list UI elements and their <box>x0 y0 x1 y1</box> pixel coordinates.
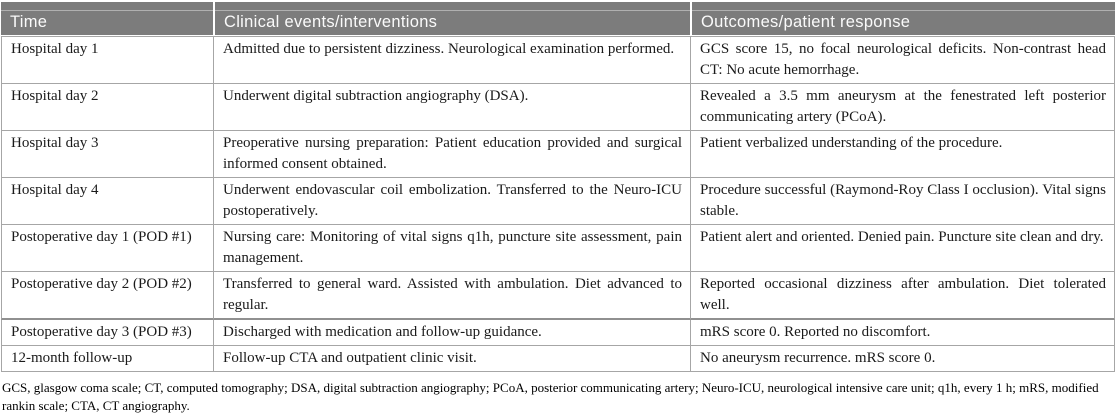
events-cell: Discharged with medication and follow-up… <box>213 320 690 346</box>
table-row: Hospital day 3 Preoperative nursing prep… <box>1 131 1115 178</box>
time-cell: Postoperative day 1 (POD #1) <box>1 225 213 272</box>
clinical-timeline-table: Time Clinical events/interventions Outco… <box>1 2 1115 372</box>
time-cell: Hospital day 4 <box>1 178 213 225</box>
table-row: Postoperative day 3 (POD #3) Discharged … <box>1 320 1115 346</box>
events-cell: Underwent digital subtraction angiograph… <box>213 84 690 131</box>
outcomes-cell: Reported occasional dizziness after ambu… <box>690 272 1115 320</box>
events-cell: Underwent endovascular coil embolization… <box>213 178 690 225</box>
outcomes-cell: Patient verbalized understanding of the … <box>690 131 1115 178</box>
table-header: Time Clinical events/interventions Outco… <box>1 2 1115 36</box>
column-header-time: Time <box>1 2 213 36</box>
column-header-events: Clinical events/interventions <box>213 2 690 36</box>
header-row: Time Clinical events/interventions Outco… <box>1 2 1115 36</box>
outcomes-cell: mRS score 0. Reported no discomfort. <box>690 320 1115 346</box>
events-cell: Follow-up CTA and outpatient clinic visi… <box>213 346 690 372</box>
time-cell: Hospital day 2 <box>1 84 213 131</box>
table-body: Hospital day 1 Admitted due to persisten… <box>1 36 1115 372</box>
events-cell: Nursing care: Monitoring of vital signs … <box>213 225 690 272</box>
time-cell: 12-month follow-up <box>1 346 213 372</box>
table-row: 12-month follow-up Follow-up CTA and out… <box>1 346 1115 372</box>
events-cell: Transferred to general ward. Assisted wi… <box>213 272 690 320</box>
outcomes-cell: GCS score 15, no focal neurological defi… <box>690 36 1115 84</box>
outcomes-cell: Patient alert and oriented. Denied pain.… <box>690 225 1115 272</box>
table-row: Postoperative day 1 (POD #1) Nursing car… <box>1 225 1115 272</box>
table-row: Hospital day 1 Admitted due to persisten… <box>1 36 1115 84</box>
outcomes-cell: Revealed a 3.5 mm aneurysm at the fenest… <box>690 84 1115 131</box>
time-cell: Hospital day 3 <box>1 131 213 178</box>
time-cell: Postoperative day 2 (POD #2) <box>1 272 213 320</box>
time-cell: Hospital day 1 <box>1 36 213 84</box>
table-row: Hospital day 2 Underwent digital subtrac… <box>1 84 1115 131</box>
table-row: Postoperative day 2 (POD #2) Transferred… <box>1 272 1115 320</box>
table-footnote: GCS, glasgow coma scale; CT, computed to… <box>2 380 1099 413</box>
column-header-outcomes: Outcomes/patient response <box>690 2 1115 36</box>
time-cell: Postoperative day 3 (POD #3) <box>1 320 213 346</box>
outcomes-cell: No aneurysm recurrence. mRS score 0. <box>690 346 1115 372</box>
table-row: Hospital day 4 Underwent endovascular co… <box>1 178 1115 225</box>
events-cell: Admitted due to persistent dizziness. Ne… <box>213 36 690 84</box>
outcomes-cell: Procedure successful (Raymond-Roy Class … <box>690 178 1115 225</box>
events-cell: Preoperative nursing preparation: Patien… <box>213 131 690 178</box>
